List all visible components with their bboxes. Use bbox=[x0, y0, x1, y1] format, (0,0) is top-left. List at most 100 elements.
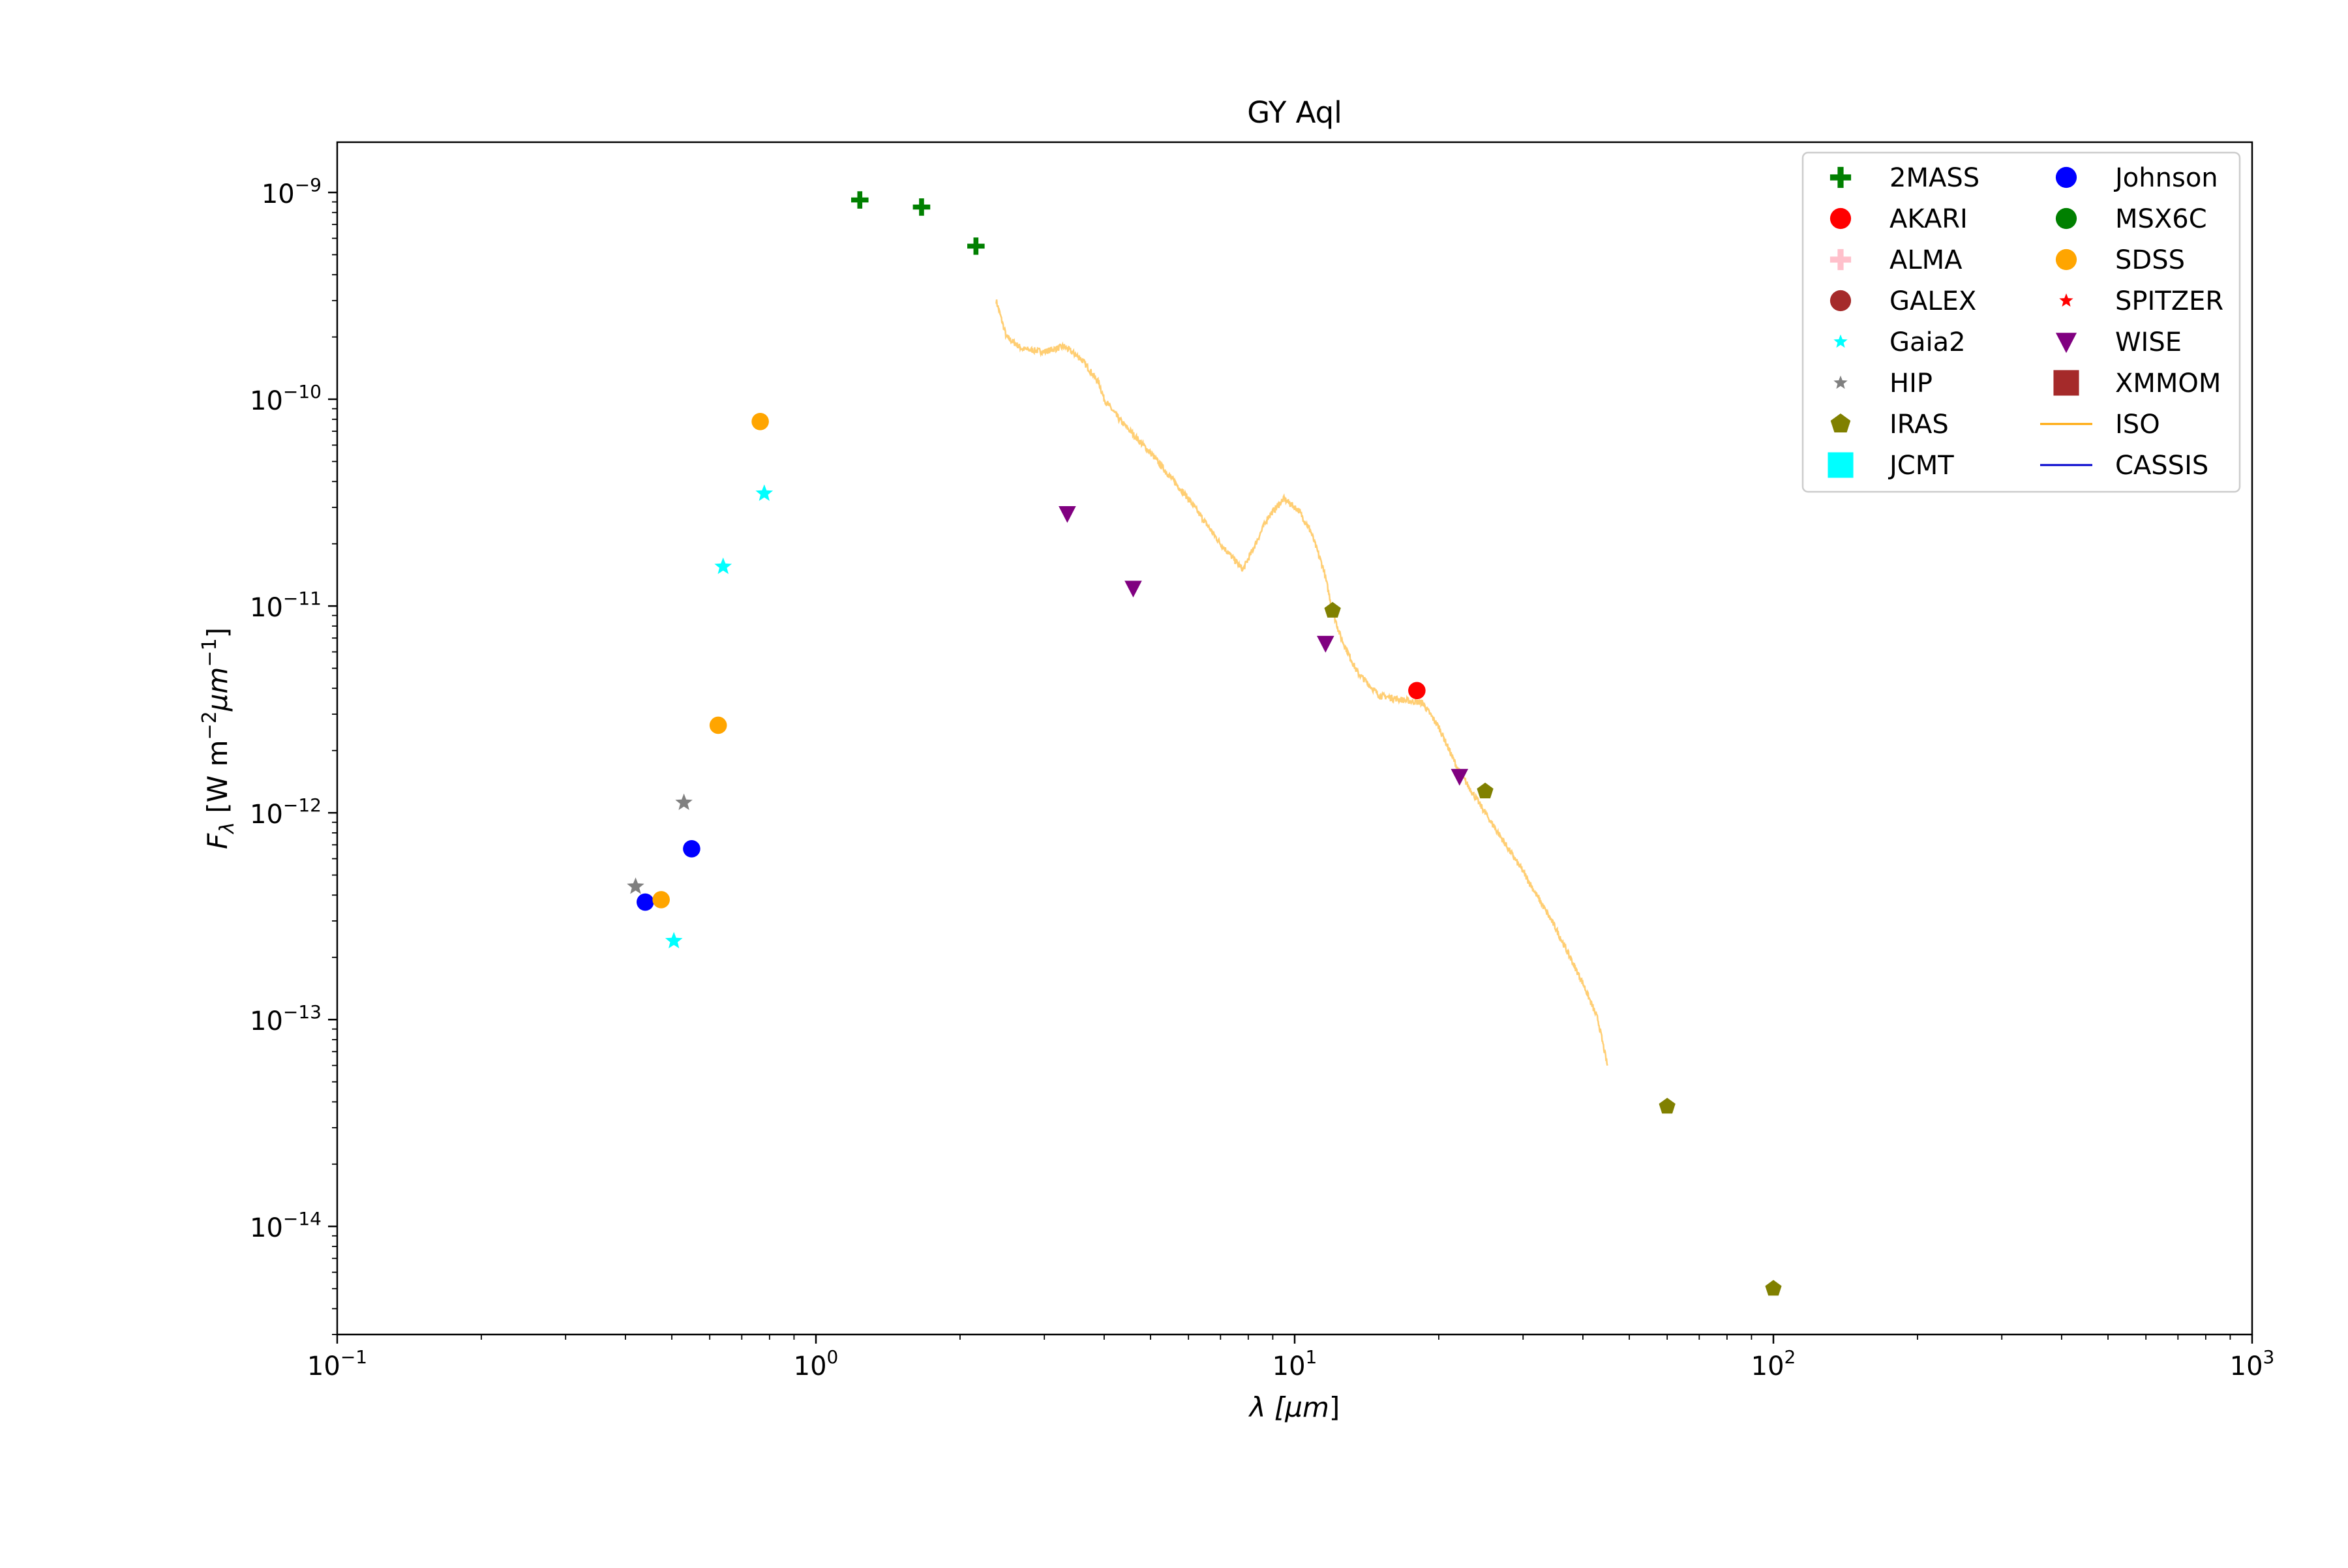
legend-wise-label: WISE bbox=[2115, 327, 2182, 357]
y-tick-base: 10 bbox=[250, 800, 283, 830]
x-label-base: λ [ bbox=[1248, 1391, 1286, 1423]
y-tick-exp: −9 bbox=[295, 174, 322, 196]
y-label-f: F bbox=[202, 833, 233, 849]
y-tick-label-4: 10−11 bbox=[250, 588, 322, 623]
y-tick-exp: −13 bbox=[283, 1001, 322, 1023]
point-gaia2-2 bbox=[714, 557, 732, 575]
legend-hip-label: HIP bbox=[1889, 369, 1933, 399]
legend-sdss: SDSS bbox=[2055, 245, 2185, 275]
legend-box bbox=[1801, 151, 2241, 493]
legend-iso: ISO bbox=[2040, 410, 2160, 440]
point-sdss-3 bbox=[751, 412, 769, 430]
legend-iras-label: IRAS bbox=[1889, 410, 1949, 440]
legend-wise-marker bbox=[2055, 333, 2077, 354]
x-tick-base: 10 bbox=[1272, 1351, 1306, 1381]
x-tick-base: 10 bbox=[1751, 1351, 1784, 1381]
point-2mass-3 bbox=[967, 237, 985, 255]
legend-iso-label: ISO bbox=[2115, 410, 2160, 440]
y-tick-base: 10 bbox=[250, 1006, 283, 1036]
legend-hip: HIP bbox=[1833, 369, 1933, 399]
point-wise-2 bbox=[1124, 580, 1142, 597]
data-points-layer bbox=[627, 191, 1782, 1296]
legend-galex-marker bbox=[1829, 290, 1852, 312]
y-tick-base: 10 bbox=[250, 1213, 283, 1243]
legend-msx6c-marker bbox=[2055, 207, 2077, 230]
x-tick-label-2: 100 bbox=[794, 1346, 839, 1381]
y-label-mu: μm bbox=[202, 667, 233, 712]
y-label-sub: λ bbox=[216, 822, 239, 835]
legend-alma-marker bbox=[1829, 249, 1852, 271]
legend-sdss-label: SDSS bbox=[2115, 245, 2185, 275]
y-tick-label-1: 10−14 bbox=[250, 1208, 322, 1243]
x-axis: 10−1 100 101 102 103 bbox=[307, 1334, 2274, 1381]
legend-hip-marker bbox=[1833, 375, 1848, 389]
y-tick-exp: −12 bbox=[283, 794, 322, 816]
legend-spitzer: SPITZER bbox=[2059, 286, 2223, 316]
point-iras-4 bbox=[1765, 1280, 1782, 1296]
legend-johnson: Johnson bbox=[2055, 163, 2218, 193]
point-wise-4 bbox=[1451, 768, 1469, 786]
point-iras-2 bbox=[1477, 782, 1494, 798]
point-wise-3 bbox=[1317, 635, 1334, 653]
legend-iras-marker bbox=[1830, 413, 1851, 432]
point-2mass-1 bbox=[850, 191, 869, 209]
legend-msx6c-label: MSX6C bbox=[2115, 204, 2207, 234]
legend-alma: ALMA bbox=[1829, 245, 1963, 275]
legend-wise: WISE bbox=[2055, 327, 2182, 357]
point-2mass-2 bbox=[912, 198, 931, 216]
y-label-exp2: −1 bbox=[198, 638, 221, 667]
y-tick-base: 10 bbox=[250, 593, 283, 623]
legend-2mass: 2MASS bbox=[1829, 163, 1979, 193]
x-tick-exp: 0 bbox=[827, 1346, 839, 1368]
legend-jcmt-marker bbox=[1828, 452, 1854, 478]
x-tick-base: 10 bbox=[794, 1351, 827, 1381]
legend-spitzer-marker bbox=[2059, 293, 2073, 307]
legend-johnson-marker bbox=[2055, 166, 2077, 188]
x-tick-label-1: 10−1 bbox=[307, 1346, 367, 1381]
legend-jcmt-label: JCMT bbox=[1888, 451, 1954, 481]
iso-spectrum-line bbox=[995, 299, 1608, 1066]
y-label-exp1: −2 bbox=[198, 711, 221, 740]
point-hip-2 bbox=[675, 793, 693, 810]
x-tick-base: 10 bbox=[307, 1351, 340, 1381]
x-tick-base: 10 bbox=[2230, 1351, 2263, 1381]
y-tick-base: 10 bbox=[250, 386, 283, 416]
legend-xmmom-marker bbox=[2053, 370, 2079, 396]
point-hip-1 bbox=[627, 877, 644, 894]
legend-2mass-label: 2MASS bbox=[1889, 163, 1979, 193]
y-tick-exp: −14 bbox=[283, 1208, 322, 1229]
legend-akari-label: AKARI bbox=[1889, 204, 1968, 234]
y-tick-exp: −11 bbox=[283, 588, 322, 609]
legend-xmmom: XMMOM bbox=[2053, 369, 2221, 399]
x-axis-label: λ [μm] bbox=[1248, 1391, 1340, 1423]
y-tick-exp: −10 bbox=[283, 381, 322, 402]
point-wise-1 bbox=[1059, 505, 1076, 523]
point-iras-1 bbox=[1324, 601, 1341, 618]
legend-johnson-label: Johnson bbox=[2113, 163, 2218, 193]
legend-akari-marker bbox=[1829, 207, 1852, 230]
legend-gaia2: Gaia2 bbox=[1833, 327, 1966, 357]
point-iras-3 bbox=[1659, 1098, 1676, 1114]
legend-galex-label: GALEX bbox=[1889, 286, 1976, 316]
y-tick-label-5: 10−10 bbox=[250, 381, 322, 416]
x-tick-label-4: 102 bbox=[1751, 1346, 1796, 1381]
iso-spectrum-layer bbox=[995, 299, 1608, 1066]
y-tick-label-2: 10−13 bbox=[250, 1001, 322, 1036]
legend-msx6c: MSX6C bbox=[2055, 204, 2207, 234]
y-tick-label-3: 10−12 bbox=[250, 794, 322, 830]
y-label-tail: ] bbox=[202, 627, 233, 638]
legend-cassis-label: CASSIS bbox=[2115, 451, 2208, 481]
x-tick-exp: 1 bbox=[1306, 1346, 1317, 1368]
legend-iras: IRAS bbox=[1830, 410, 1949, 440]
legend-2mass-marker bbox=[1829, 166, 1852, 188]
legend-gaia2-marker bbox=[1833, 334, 1848, 348]
legend-galex: GALEX bbox=[1829, 286, 1976, 316]
x-tick-exp: 2 bbox=[1784, 1346, 1796, 1368]
x-tick-exp: 3 bbox=[2263, 1346, 2275, 1368]
legend-xmmom-label: XMMOM bbox=[2115, 369, 2221, 399]
y-tick-base: 10 bbox=[262, 179, 295, 209]
point-akari-1 bbox=[1408, 682, 1426, 700]
